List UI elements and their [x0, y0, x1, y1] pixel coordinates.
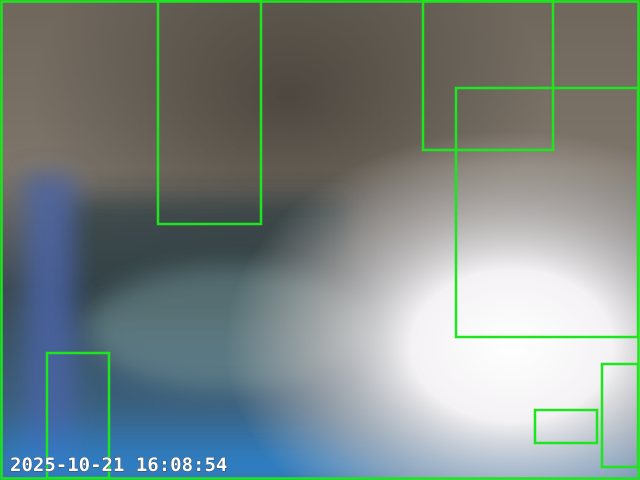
detection-box: [533, 408, 599, 445]
timestamp: 2025-10-21 16:08:54: [10, 454, 227, 476]
detection-box: [454, 86, 640, 339]
detection-box: [421, 0, 555, 152]
detection-box: [600, 362, 640, 469]
detection-box: [156, 0, 263, 226]
detection-box: [45, 351, 111, 480]
